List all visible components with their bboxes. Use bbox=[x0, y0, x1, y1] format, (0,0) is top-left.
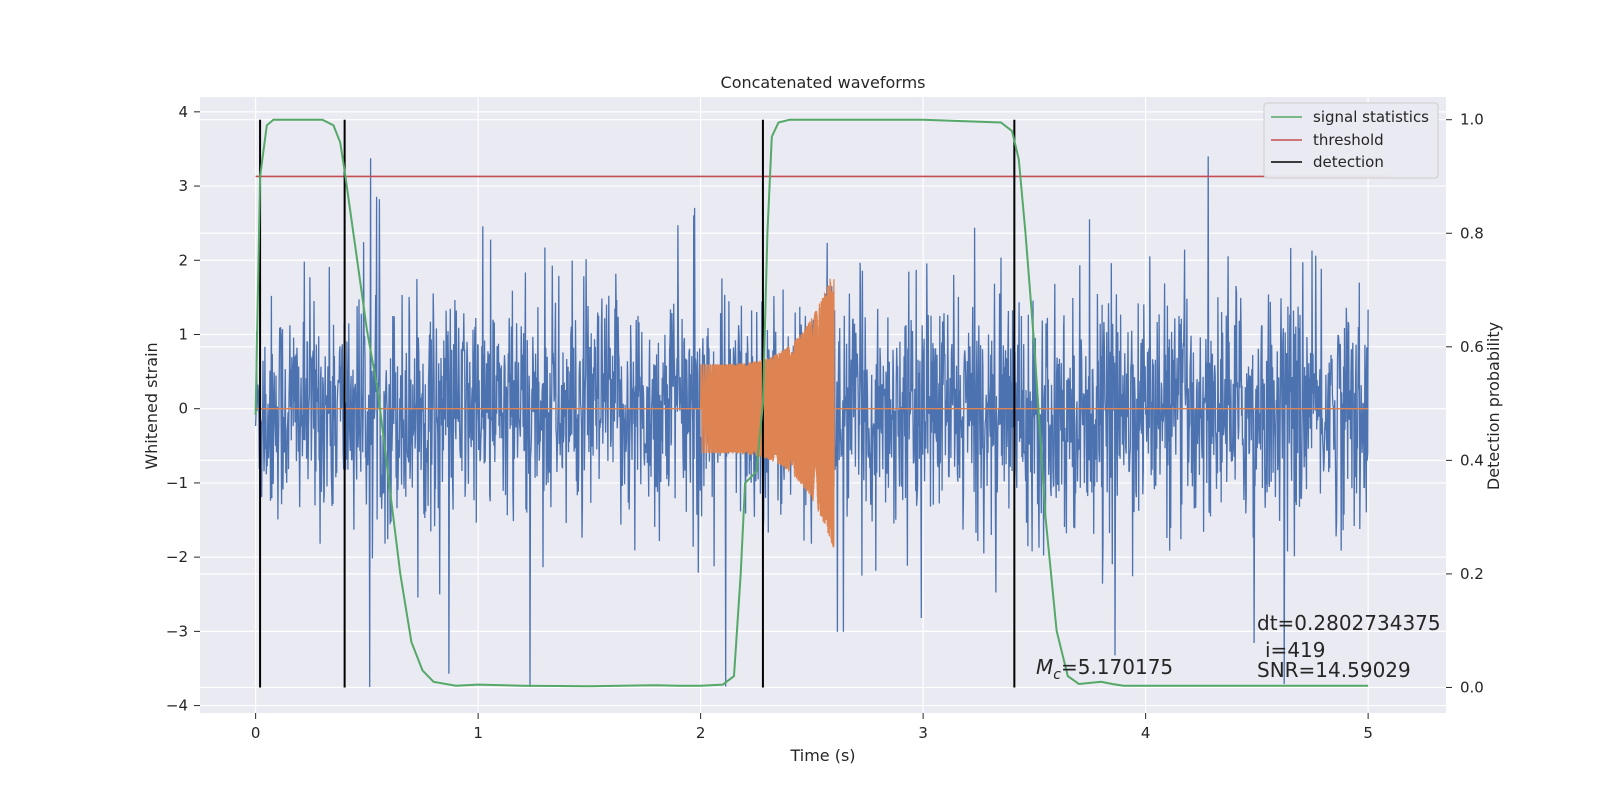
legend-box bbox=[1263, 102, 1439, 179]
y-left-tick-label-5: −1 bbox=[166, 474, 188, 492]
annotation-dt: dt=0.2802734375 bbox=[1257, 611, 1441, 635]
series-template-waveform bbox=[255, 278, 1369, 548]
y-left-tick-label-4: 0 bbox=[178, 400, 188, 418]
series-signal-statistics bbox=[254, 118, 1369, 688]
y-right-tick-label-3: 0.4 bbox=[1460, 451, 1484, 469]
x-axis-ticks: 0 1 2 3 4 5 bbox=[251, 713, 1373, 742]
y-left-tick-label-8: −4 bbox=[166, 697, 188, 715]
x-tick-label-3: 3 bbox=[918, 724, 928, 742]
annotation-snr: SNR=14.59029 bbox=[1257, 658, 1411, 682]
y-right-axis-label: Detection probability bbox=[1484, 322, 1503, 490]
legend-label-detection: detection bbox=[1313, 153, 1384, 171]
y-left-tick-label-1: 3 bbox=[178, 177, 188, 195]
annotations: Mc=5.170175 dt=0.2802734375 i=419 SNR=14… bbox=[1036, 611, 1441, 683]
template-line bbox=[255, 278, 1369, 548]
annotation-i: i=419 bbox=[1265, 638, 1326, 662]
y-left-tick-label-2: 2 bbox=[178, 251, 188, 269]
annotation-mc-value: =5.170175 bbox=[1061, 655, 1173, 679]
legend-label-signal-statistics: signal statistics bbox=[1313, 108, 1429, 126]
y-right-tick-label-0: 1.0 bbox=[1460, 111, 1484, 129]
x-tick-label-0: 0 bbox=[251, 724, 261, 742]
x-tick-label-1: 1 bbox=[473, 724, 483, 742]
chart-title: Concatenated waveforms bbox=[721, 73, 926, 92]
y-left-tick-label-7: −3 bbox=[166, 622, 188, 640]
statistics-line bbox=[254, 118, 1369, 688]
x-axis-label: Time (s) bbox=[789, 746, 855, 765]
y-left-axis-label: Whitened strain bbox=[142, 342, 161, 469]
y-right-tick-label-1: 0.8 bbox=[1460, 224, 1484, 242]
y-left-tick-label-0: 4 bbox=[178, 103, 188, 121]
x-tick-label-5: 5 bbox=[1363, 724, 1373, 742]
x-tick-label-4: 4 bbox=[1141, 724, 1151, 742]
annotation-mc-subscript: c bbox=[1053, 667, 1061, 683]
y-right-tick-label-4: 0.2 bbox=[1460, 565, 1484, 583]
y-left-axis-ticks: 4 3 2 1 0 −1 −2 −3 −4 bbox=[166, 103, 200, 715]
annotation-mc-symbol: M bbox=[1036, 655, 1053, 679]
y-right-tick-label-2: 0.6 bbox=[1460, 338, 1484, 356]
annotation-mc: Mc=5.170175 bbox=[1036, 655, 1173, 683]
y-left-tick-label-6: −2 bbox=[166, 548, 188, 566]
legend: signal statistics threshold detection bbox=[1263, 102, 1439, 179]
x-tick-label-2: 2 bbox=[696, 724, 706, 742]
y-right-tick-label-5: 0.0 bbox=[1460, 678, 1484, 696]
y-right-axis-ticks: 1.0 0.8 0.6 0.4 0.2 0.0 bbox=[1446, 111, 1484, 696]
y-left-tick-label-3: 1 bbox=[178, 325, 188, 343]
legend-label-threshold: threshold bbox=[1313, 131, 1384, 149]
